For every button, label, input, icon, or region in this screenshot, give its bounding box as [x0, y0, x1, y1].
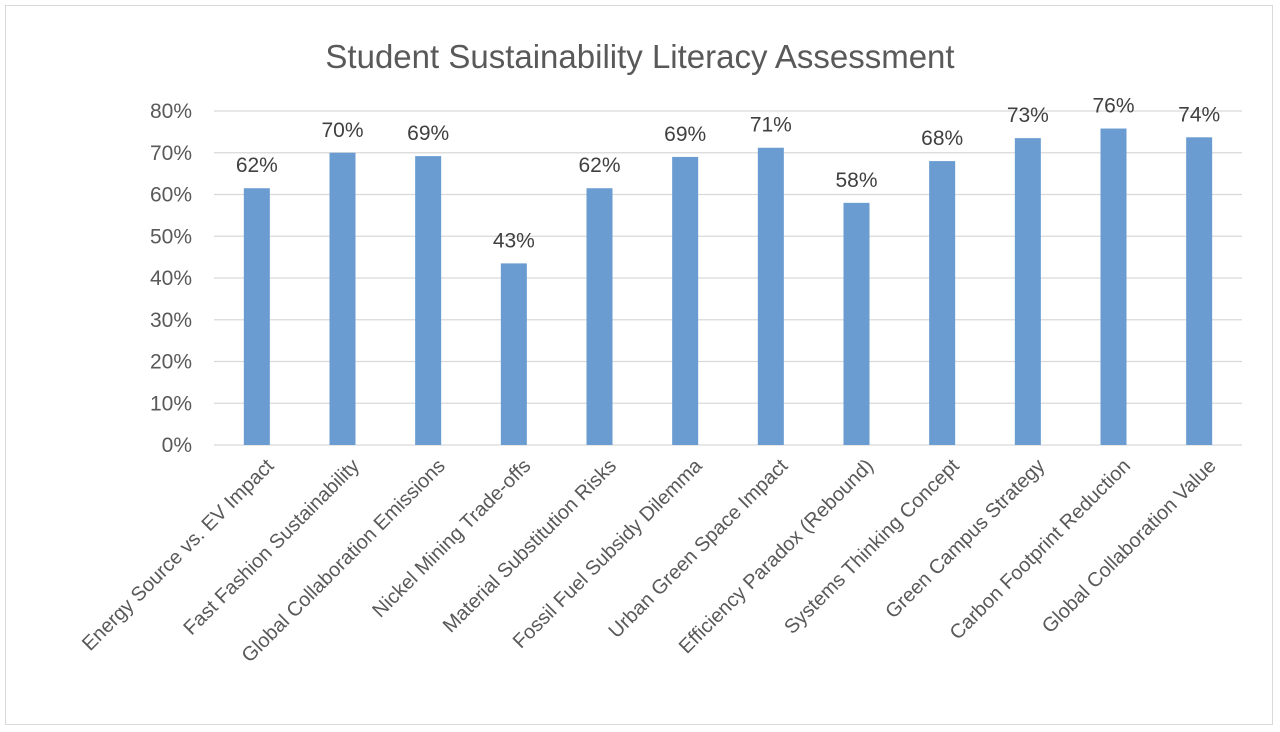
data-label: 62%	[578, 154, 620, 177]
category-label: Urban Green Space Impact	[605, 455, 793, 643]
chart-svg: Student Sustainability Literacy Assessme…	[78, 38, 1242, 667]
category-label: Fast Fashion Sustainability	[179, 455, 364, 640]
bar	[500, 263, 527, 445]
chart-frame: Student Sustainability Literacy Assessme…	[5, 5, 1273, 725]
bar	[672, 156, 699, 446]
bar	[757, 147, 784, 446]
bars	[243, 128, 1213, 446]
bar	[1100, 128, 1127, 445]
data-label: 71%	[750, 114, 792, 137]
data-labels: 62% 70% 69% 43% 62% 69% 71% 58% 68% 73% 76% 74%	[236, 95, 1220, 253]
data-label: 43%	[493, 229, 535, 252]
data-label: 74%	[1178, 103, 1220, 126]
data-label: 76%	[1092, 95, 1134, 118]
category-label: Systems Thinking Concept	[780, 455, 964, 639]
category-label: Carbon Footprint Reduction	[946, 455, 1135, 644]
y-tick-label: 40%	[150, 267, 192, 290]
y-tick-label: 70%	[150, 142, 192, 165]
y-axis-tick-labels: 0% 10% 20% 30% 40% 50% 60% 70% 80%	[150, 100, 192, 457]
category-label: Material Substitution Risks	[439, 455, 621, 637]
data-label: 69%	[664, 123, 706, 146]
y-tick-label: 10%	[150, 392, 192, 415]
data-label: 69%	[407, 122, 449, 145]
bar	[243, 188, 270, 446]
y-tick-label: 80%	[150, 100, 192, 123]
bar	[929, 161, 956, 445]
bar	[415, 156, 442, 445]
y-tick-label: 60%	[150, 184, 192, 207]
data-label: 58%	[835, 169, 877, 192]
y-tick-label: 0%	[162, 434, 192, 457]
gridlines	[214, 110, 1242, 446]
category-label: Global Collaboration Value	[1038, 455, 1221, 638]
y-tick-label: 20%	[150, 351, 192, 374]
category-label: Green Campus Strategy	[881, 455, 1049, 623]
chart-title: Student Sustainability Literacy Assessme…	[325, 38, 954, 75]
y-tick-label: 50%	[150, 225, 192, 248]
bar	[329, 152, 356, 445]
data-label: 70%	[321, 119, 363, 142]
data-label: 68%	[921, 127, 963, 150]
bar	[1014, 138, 1041, 445]
y-tick-label: 30%	[150, 309, 192, 332]
data-label: 73%	[1007, 104, 1049, 127]
bar	[586, 188, 613, 446]
category-label: Nickel Mining Trade-offs	[368, 455, 535, 622]
bar	[843, 202, 870, 445]
bar	[1186, 137, 1213, 446]
data-label: 62%	[236, 154, 278, 177]
